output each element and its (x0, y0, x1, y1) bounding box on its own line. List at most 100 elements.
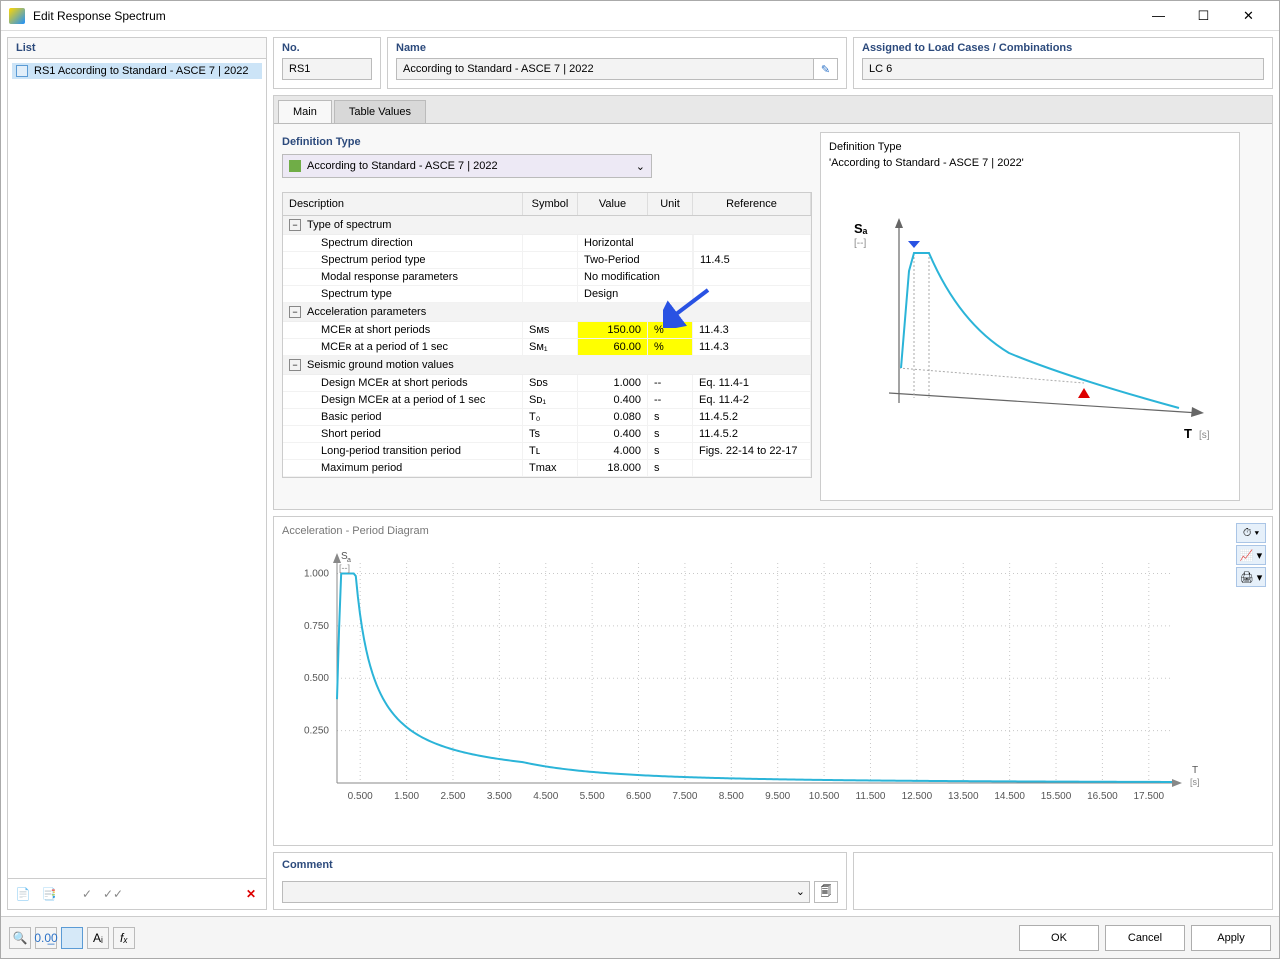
collapse-icon[interactable]: − (289, 359, 301, 371)
list-item-label: RS1 According to Standard - ASCE 7 | 202… (34, 65, 248, 77)
table-row[interactable]: Design MCEʀ at a period of 1 sec Sᴅ₁ 0.4… (283, 392, 811, 409)
svg-text:[s]: [s] (1199, 430, 1210, 441)
svg-text:13.500: 13.500 (948, 791, 979, 802)
svg-text:4.500: 4.500 (533, 791, 558, 802)
comment-input[interactable]: ⌄ (282, 881, 810, 903)
comment-panel: Comment ⌄ 🗐 (273, 852, 847, 910)
list-panel: List RS1 According to Standard - ASCE 7 … (7, 37, 267, 910)
table-row[interactable]: Spectrum period type Two-Period 11.4.5 (283, 252, 811, 269)
definition-swatch (289, 160, 301, 172)
table-row[interactable]: Basic period T₀ 0.080 s 11.4.5.2 (283, 409, 811, 426)
name-input[interactable]: According to Standard - ASCE 7 | 2022 (396, 58, 814, 80)
assigned-label: Assigned to Load Cases / Combinations (862, 42, 1264, 54)
preview-chart: Sₐ [--] T [s] (829, 193, 1229, 473)
comment-pick-button[interactable]: 🗐 (814, 881, 838, 903)
copy-button[interactable]: 📑 (38, 883, 60, 905)
close-button[interactable]: ✕ (1226, 1, 1271, 30)
preview-panel: Definition Type 'According to Standard -… (820, 132, 1240, 501)
minimize-button[interactable]: — (1136, 1, 1181, 30)
list-tree[interactable]: RS1 According to Standard - ASCE 7 | 202… (8, 59, 266, 878)
delete-button[interactable]: ✕ (240, 883, 262, 905)
chart-panel: Acceleration - Period Diagram ⏱ ▾ 📈 ▾ 🖨 … (273, 516, 1273, 846)
svg-text:[--]: [--] (339, 563, 350, 573)
maximize-button[interactable]: ☐ (1181, 1, 1226, 30)
main-chart: 0.2500.5000.7501.0000.5001.5002.5003.500… (282, 543, 1222, 823)
titlebar: Edit Response Spectrum — ☐ ✕ (1, 1, 1279, 31)
name-label: Name (396, 42, 838, 54)
svg-text:17.500: 17.500 (1134, 791, 1165, 802)
table-group[interactable]: −Seismic ground motion values (283, 356, 811, 375)
svg-text:2.500: 2.500 (440, 791, 465, 802)
svg-text:0.500: 0.500 (348, 791, 373, 802)
table-row[interactable]: Spectrum type Design (283, 286, 811, 303)
chart-title: Acceleration - Period Diagram (282, 525, 1264, 537)
text-button[interactable]: Aᵢ (87, 927, 109, 949)
table-row[interactable]: Spectrum direction Horizontal (283, 235, 811, 252)
cancel-button[interactable]: Cancel (1105, 925, 1185, 951)
apply-button[interactable]: Apply (1191, 925, 1271, 951)
comment-label: Comment (282, 859, 838, 871)
table-row[interactable]: Maximum period Tmax 18.000 s (283, 460, 811, 477)
table-row[interactable]: Modal response parameters No modificatio… (283, 269, 811, 286)
no-group: No. RS1 (273, 37, 381, 89)
svg-text:3.500: 3.500 (487, 791, 512, 802)
tab-main[interactable]: Main (278, 100, 332, 123)
help-button[interactable]: 🔍 (9, 927, 31, 949)
color-button[interactable] (61, 927, 83, 949)
svg-text:11.500: 11.500 (856, 791, 886, 802)
svg-text:1.500: 1.500 (394, 791, 419, 802)
definition-label: Definition Type (282, 136, 812, 148)
chevron-down-icon: ⌄ (796, 885, 805, 898)
table-row[interactable]: Short period Ts 0.400 s 11.4.5.2 (283, 426, 811, 443)
svg-text:9.500: 9.500 (765, 791, 790, 802)
name-edit-button[interactable]: ✎ (814, 58, 838, 80)
no-label: No. (282, 42, 372, 54)
chevron-down-icon: ⌄ (636, 160, 645, 173)
svg-text:16.500: 16.500 (1087, 791, 1118, 802)
assigned-group: Assigned to Load Cases / Combinations LC… (853, 37, 1273, 89)
svg-text:6.500: 6.500 (626, 791, 651, 802)
check-button[interactable]: ✓ (76, 883, 98, 905)
svg-text:0.250: 0.250 (304, 726, 329, 737)
no-input[interactable]: RS1 (282, 58, 372, 80)
blank-panel (853, 852, 1273, 910)
table-row[interactable]: MCEʀ at a period of 1 sec Sᴍ₁ 60.00 % 11… (283, 339, 811, 356)
assigned-input[interactable]: LC 6 (862, 58, 1264, 80)
check-all-button[interactable]: ✓✓ (102, 883, 124, 905)
svg-text:T: T (1192, 765, 1198, 776)
ok-button[interactable]: OK (1019, 925, 1099, 951)
window-title: Edit Response Spectrum (33, 9, 1136, 23)
svg-text:14.500: 14.500 (994, 791, 1025, 802)
svg-text:[s]: [s] (1190, 777, 1200, 787)
svg-text:7.500: 7.500 (672, 791, 697, 802)
table-row[interactable]: Long-period transition period Tʟ 4.000 s… (283, 443, 811, 460)
arrow-annotation (663, 288, 713, 328)
svg-text:1.000: 1.000 (304, 568, 329, 579)
spectrum-icon (16, 65, 28, 77)
new-button[interactable]: 📄 (12, 883, 34, 905)
collapse-icon[interactable]: − (289, 219, 301, 231)
svg-text:10.500: 10.500 (809, 791, 840, 802)
list-item-rs1[interactable]: RS1 According to Standard - ASCE 7 | 202… (12, 63, 262, 79)
definition-dropdown[interactable]: According to Standard - ASCE 7 | 2022 ⌄ (282, 154, 652, 178)
collapse-icon[interactable]: − (289, 306, 301, 318)
table-row[interactable]: Design MCEʀ at short periods Sᴅs 1.000 -… (283, 375, 811, 392)
list-header: List (8, 38, 266, 59)
preview-line1: Definition Type (829, 141, 1231, 153)
svg-text:8.500: 8.500 (719, 791, 744, 802)
svg-text:0.750: 0.750 (304, 621, 329, 632)
preview-line2: 'According to Standard - ASCE 7 | 2022' (829, 157, 1231, 169)
definition-value: According to Standard - ASCE 7 | 2022 (307, 160, 498, 172)
app-icon (9, 8, 25, 24)
chart-time-button[interactable]: ⏱ ▾ (1236, 523, 1266, 543)
fx-button[interactable]: fₓ (113, 927, 135, 949)
table-row[interactable]: MCEʀ at short periods Sᴍs 150.00 % 11.4.… (283, 322, 811, 339)
table-group[interactable]: −Type of spectrum (283, 216, 811, 235)
units-button[interactable]: 0.0̲0 (35, 927, 57, 949)
tabs-panel: Main Table Values Definition Type Accord… (273, 95, 1273, 510)
tab-table-values[interactable]: Table Values (334, 100, 426, 123)
svg-text:12.500: 12.500 (902, 791, 933, 802)
table-group[interactable]: −Acceleration parameters (283, 303, 811, 322)
table-header: Description Symbol Value Unit Reference (283, 193, 811, 216)
svg-text:Sₐ: Sₐ (854, 221, 868, 236)
